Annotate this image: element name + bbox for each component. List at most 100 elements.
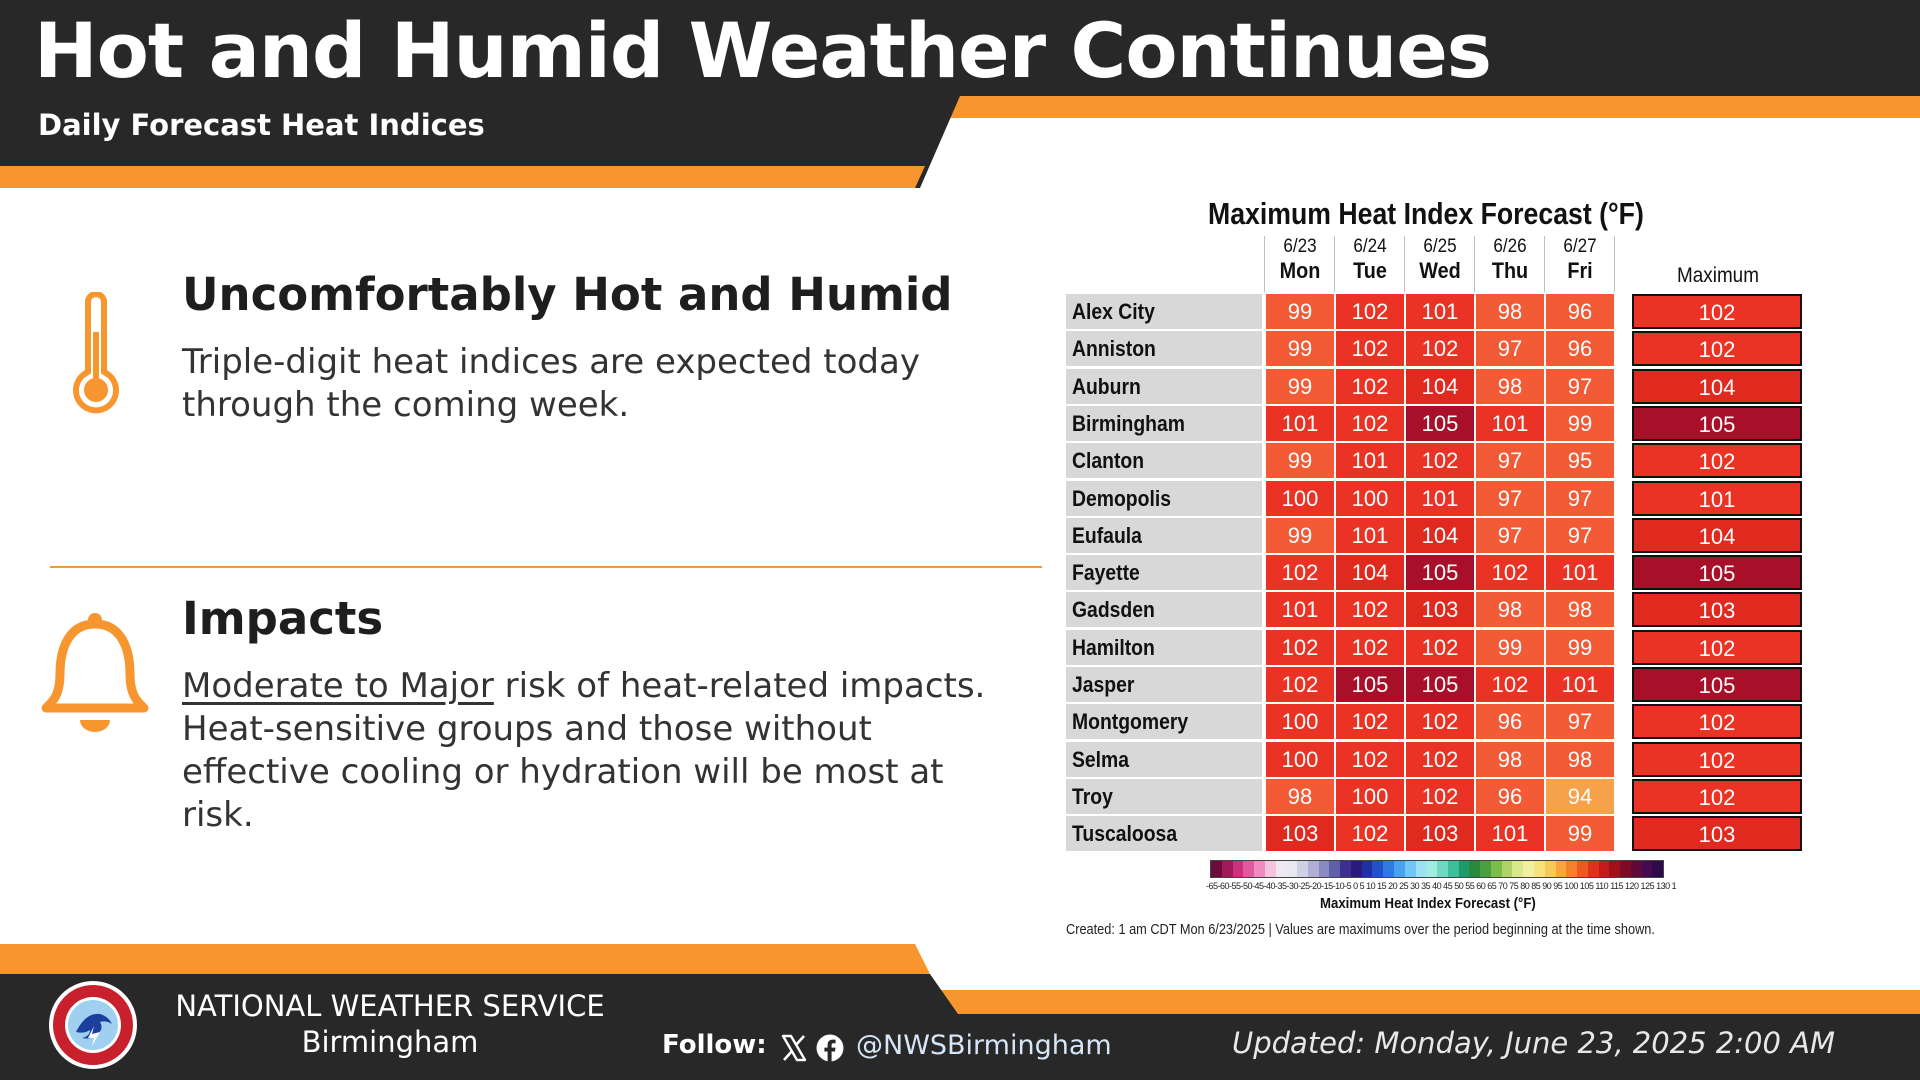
color-scale-swatch — [1544, 861, 1556, 877]
max-heat-index-cell: 102 — [1632, 294, 1802, 329]
facebook-icon[interactable] — [816, 1034, 844, 1062]
color-scale-swatch — [1243, 861, 1255, 877]
column-day: Tue — [1353, 258, 1387, 283]
column-header: 6/24 Tue — [1336, 236, 1404, 284]
color-scale-swatch — [1318, 861, 1330, 877]
heat-index-cell: 98 — [1476, 741, 1544, 777]
color-scale-swatch — [1641, 861, 1653, 877]
heat-index-cell: 102 — [1406, 443, 1474, 479]
heat-index-cell: 101 — [1476, 405, 1544, 441]
page-subtitle: Daily Forecast Heat Indices — [38, 108, 485, 142]
color-scale-swatch — [1361, 861, 1373, 877]
color-scale-swatch — [1329, 861, 1341, 877]
column-header: 6/23 Mon — [1266, 236, 1334, 284]
column-date: 6/27 — [1563, 236, 1597, 257]
bell-icon — [41, 613, 149, 732]
color-scale-swatch — [1490, 861, 1502, 877]
heat-index-cell: 98 — [1476, 294, 1544, 329]
thermometer-icon — [73, 292, 119, 414]
column-day: Fri — [1567, 258, 1593, 283]
heat-index-cell: 99 — [1266, 294, 1334, 329]
heat-index-cell: 103 — [1266, 816, 1334, 852]
heat-index-cell: 102 — [1476, 667, 1544, 702]
heat-index-cell: 99 — [1266, 331, 1334, 367]
heat-index-cell: 105 — [1406, 405, 1474, 441]
heat-index-cell: 99 — [1266, 517, 1334, 553]
column-day: Mon — [1279, 258, 1321, 283]
max-heat-index-cell: 102 — [1632, 704, 1802, 740]
color-scale-swatch — [1350, 861, 1362, 877]
heat-index-cell: 95 — [1546, 443, 1614, 479]
location-label: Clanton — [1072, 448, 1145, 474]
heat-index-cell: 102 — [1336, 405, 1404, 441]
column-header: 6/27 Fri — [1546, 236, 1614, 284]
created-note: Created: 1 am CDT Mon 6/23/2025 | Values… — [1066, 921, 1655, 938]
heat-index-cell: 96 — [1546, 331, 1614, 367]
max-heat-index-cell: 102 — [1632, 741, 1802, 777]
location-label: Tuscaloosa — [1072, 821, 1178, 847]
heat-index-cell: 96 — [1476, 704, 1544, 740]
nws-office-line: Birmingham — [301, 1025, 479, 1059]
color-scale-swatch — [1480, 861, 1491, 877]
heat-index-cell: 97 — [1546, 368, 1614, 404]
page-title: Hot and Humid Weather Continues — [34, 6, 1492, 95]
color-scale-swatch — [1297, 861, 1308, 877]
heat-index-cell: 98 — [1546, 592, 1614, 628]
x-icon[interactable] — [780, 1034, 808, 1062]
color-scale-swatch — [1630, 861, 1642, 877]
location-label: Birmingham — [1072, 410, 1185, 436]
location-label: Gadsden — [1072, 597, 1155, 623]
heat-index-cell: 104 — [1406, 517, 1474, 553]
heat-index-cell: 102 — [1406, 741, 1474, 777]
heat-index-cell: 102 — [1336, 592, 1404, 628]
location-name: Fayette — [1066, 555, 1262, 591]
column-date: 6/23 — [1283, 236, 1317, 257]
heat-index-cell: 101 — [1476, 816, 1544, 852]
max-heat-index-cell: 105 — [1632, 405, 1802, 441]
location-name: Clanton — [1066, 443, 1262, 479]
color-scale-swatch — [1609, 861, 1621, 877]
column-header: 6/26 Thu — [1476, 236, 1544, 284]
heat-index-cell: 100 — [1266, 480, 1334, 516]
heat-index-cell: 99 — [1546, 629, 1614, 665]
location-name: Hamilton — [1066, 629, 1262, 665]
color-scale-swatch — [1404, 861, 1416, 877]
heat-index-cell: 102 — [1406, 704, 1474, 740]
heat-index-cell: 101 — [1546, 555, 1614, 591]
color-scale-swatch — [1340, 861, 1351, 877]
heat-index-cell: 97 — [1546, 480, 1614, 516]
heat-index-cell: 102 — [1406, 331, 1474, 367]
heat-index-cell: 94 — [1546, 778, 1614, 814]
heat-index-cell: 102 — [1336, 294, 1404, 329]
heat-index-cell: 102 — [1336, 741, 1404, 777]
max-heat-index-cell: 104 — [1632, 368, 1802, 404]
social-handle[interactable]: @NWSBirmingham — [856, 1030, 1112, 1061]
nws-org-line: NATIONAL WEATHER SERVICE — [175, 989, 605, 1023]
location-label: Jasper — [1072, 672, 1135, 697]
max-column-header: Maximum — [1677, 264, 1759, 287]
heat-index-cell: 102 — [1406, 629, 1474, 665]
location-label: Alex City — [1072, 299, 1155, 324]
follow-label: Follow: — [662, 1030, 767, 1060]
color-scale-swatch — [1652, 861, 1664, 877]
color-scale-swatch — [1307, 861, 1319, 877]
heat-index-cell: 101 — [1266, 405, 1334, 441]
heat-index-cell: 99 — [1266, 368, 1334, 404]
color-scale-swatch — [1555, 861, 1567, 877]
location-label: Auburn — [1072, 373, 1141, 399]
color-scale-swatch — [1286, 861, 1298, 877]
max-heat-index-cell: 101 — [1632, 480, 1802, 516]
column-day: Wed — [1419, 258, 1461, 283]
color-scale-ticks: -65-60-55-50-45-40-35-30-25-20-15-10-5 0… — [1206, 881, 1676, 891]
color-scale-swatch — [1394, 861, 1405, 877]
heat-index-cell: 101 — [1546, 667, 1614, 702]
header-separator — [1404, 236, 1405, 292]
location-name: Montgomery — [1066, 704, 1262, 740]
section-impacts: Impacts Moderate to Major risk of heat-r… — [182, 592, 1012, 837]
heat-index-cell: 104 — [1406, 368, 1474, 404]
header-separator — [1334, 236, 1335, 292]
section-heading: Impacts — [182, 592, 384, 645]
color-scale-swatch — [1512, 861, 1524, 877]
color-scale-swatch — [1598, 861, 1610, 877]
column-date: 6/26 — [1493, 236, 1527, 257]
